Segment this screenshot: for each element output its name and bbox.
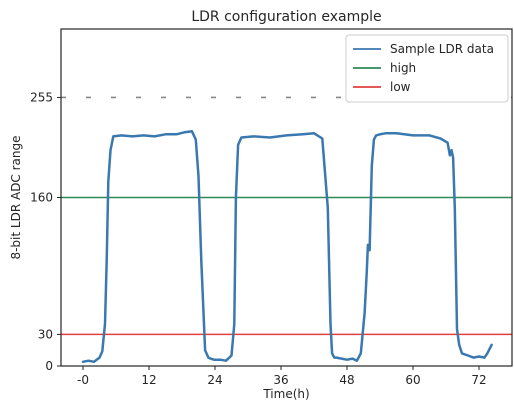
y-axis-ticks: 0 30 160 255 (30, 90, 61, 373)
y-axis-label: 8-bit LDR ADC range (9, 135, 23, 259)
x-axis-label: Time(h) (262, 387, 309, 400)
x-tick-label: 72 (471, 373, 486, 387)
y-tick-label: 30 (38, 327, 53, 341)
x-tick-label: 60 (405, 373, 420, 387)
x-tick-label: 24 (207, 373, 222, 387)
legend-entry-label: low (390, 80, 411, 94)
x-tick-label: 48 (339, 373, 354, 387)
legend-entry-label: high (390, 61, 416, 75)
legend-box (345, 34, 509, 103)
legend: Sample LDR data high low (345, 34, 509, 103)
y-tick-label: 0 (45, 359, 53, 373)
legend-entry-label: Sample LDR data (390, 42, 494, 56)
x-tick-label: 36 (273, 373, 288, 387)
y-tick-label: 255 (30, 90, 53, 104)
x-tick-label: -0 (77, 373, 89, 387)
x-tick-label: 12 (141, 373, 156, 387)
y-tick-label: 160 (30, 191, 53, 205)
plot-area (60, 28, 513, 367)
x-axis-ticks: -0 12 24 36 48 60 72 (77, 366, 487, 387)
series-line-sample-ldr-data (81, 129, 493, 364)
chart-title: LDR configuration example (191, 9, 381, 25)
